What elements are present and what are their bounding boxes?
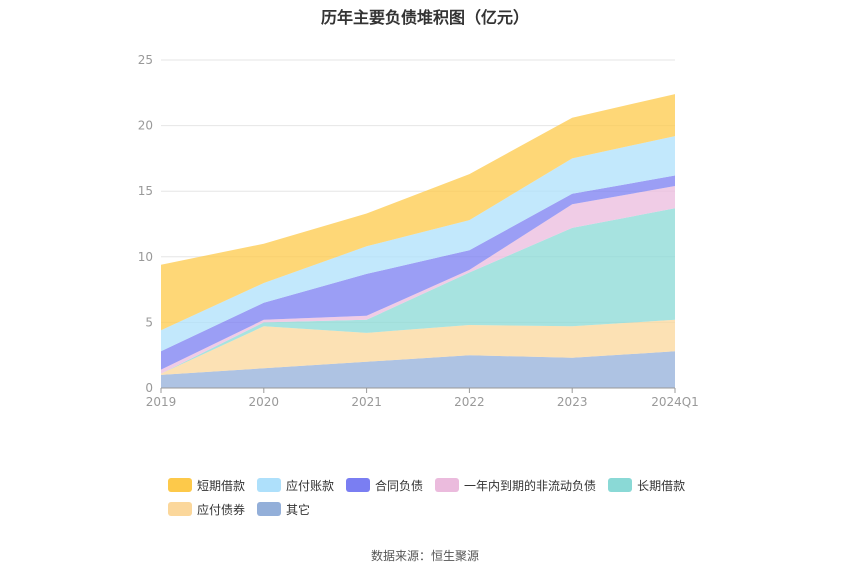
y-tick-label: 0 <box>145 381 153 395</box>
x-tick-label: 2024Q1 <box>651 395 699 409</box>
y-tick-label: 5 <box>145 315 153 329</box>
legend-label: 长期借款 <box>637 478 686 493</box>
legend-swatch <box>257 478 282 492</box>
legend-swatch <box>608 478 633 492</box>
area-series <box>161 319 675 375</box>
legend: 短期借款 应付账款 合同负债 一年内到期的非流动负债 长期借款 应付债券 其它 <box>168 473 728 521</box>
area-series <box>161 186 675 374</box>
y-tick-label: 10 <box>138 250 153 264</box>
legend-item[interactable]: 其它 <box>257 501 310 518</box>
legend-item[interactable]: 短期借款 <box>168 477 245 494</box>
legend-item[interactable]: 应付债券 <box>168 501 245 518</box>
legend-label: 短期借款 <box>197 478 246 493</box>
x-tick-label: 2019 <box>146 395 177 409</box>
legend-swatch <box>168 502 192 516</box>
legend-label: 应付账款 <box>286 478 335 493</box>
x-tick-label: 2021 <box>351 395 382 409</box>
x-tick-label: 2020 <box>249 395 280 409</box>
legend-row: 应付债券 其它 <box>168 497 728 521</box>
area-series <box>161 94 675 331</box>
legend-item[interactable]: 一年内到期的非流动负债 <box>435 477 596 494</box>
legend-item[interactable]: 应付账款 <box>257 477 334 494</box>
legend-item[interactable]: 合同负债 <box>346 477 423 494</box>
legend-label: 应付债券 <box>197 502 246 517</box>
data-source: 数据来源：恒生聚源 <box>370 549 479 563</box>
legend-swatch <box>346 478 371 492</box>
area-series <box>161 351 675 388</box>
area-series <box>161 208 675 374</box>
chart-title: 历年主要负债堆积图（亿元） <box>320 8 529 27</box>
axes: 2019 2020 2021 2022 2023 2024Q1 <box>146 387 699 409</box>
x-tick-label: 2023 <box>557 395 588 409</box>
series-areas <box>161 94 675 388</box>
area-series <box>161 175 675 370</box>
legend-item[interactable]: 长期借款 <box>608 477 685 494</box>
y-tick-label: 20 <box>138 119 153 133</box>
y-tick-label: 25 <box>138 53 153 67</box>
legend-swatch <box>435 478 460 492</box>
x-tick-label: 2022 <box>454 395 485 409</box>
legend-row: 短期借款 应付账款 合同负债 一年内到期的非流动负债 长期借款 <box>168 473 728 497</box>
y-tick-label: 15 <box>138 184 153 198</box>
legend-label: 合同负债 <box>375 478 424 493</box>
legend-label: 一年内到期的非流动负债 <box>464 478 597 493</box>
legend-label: 其它 <box>286 502 311 517</box>
legend-swatch <box>257 502 282 516</box>
area-series <box>161 136 675 352</box>
legend-swatch <box>168 478 192 492</box>
